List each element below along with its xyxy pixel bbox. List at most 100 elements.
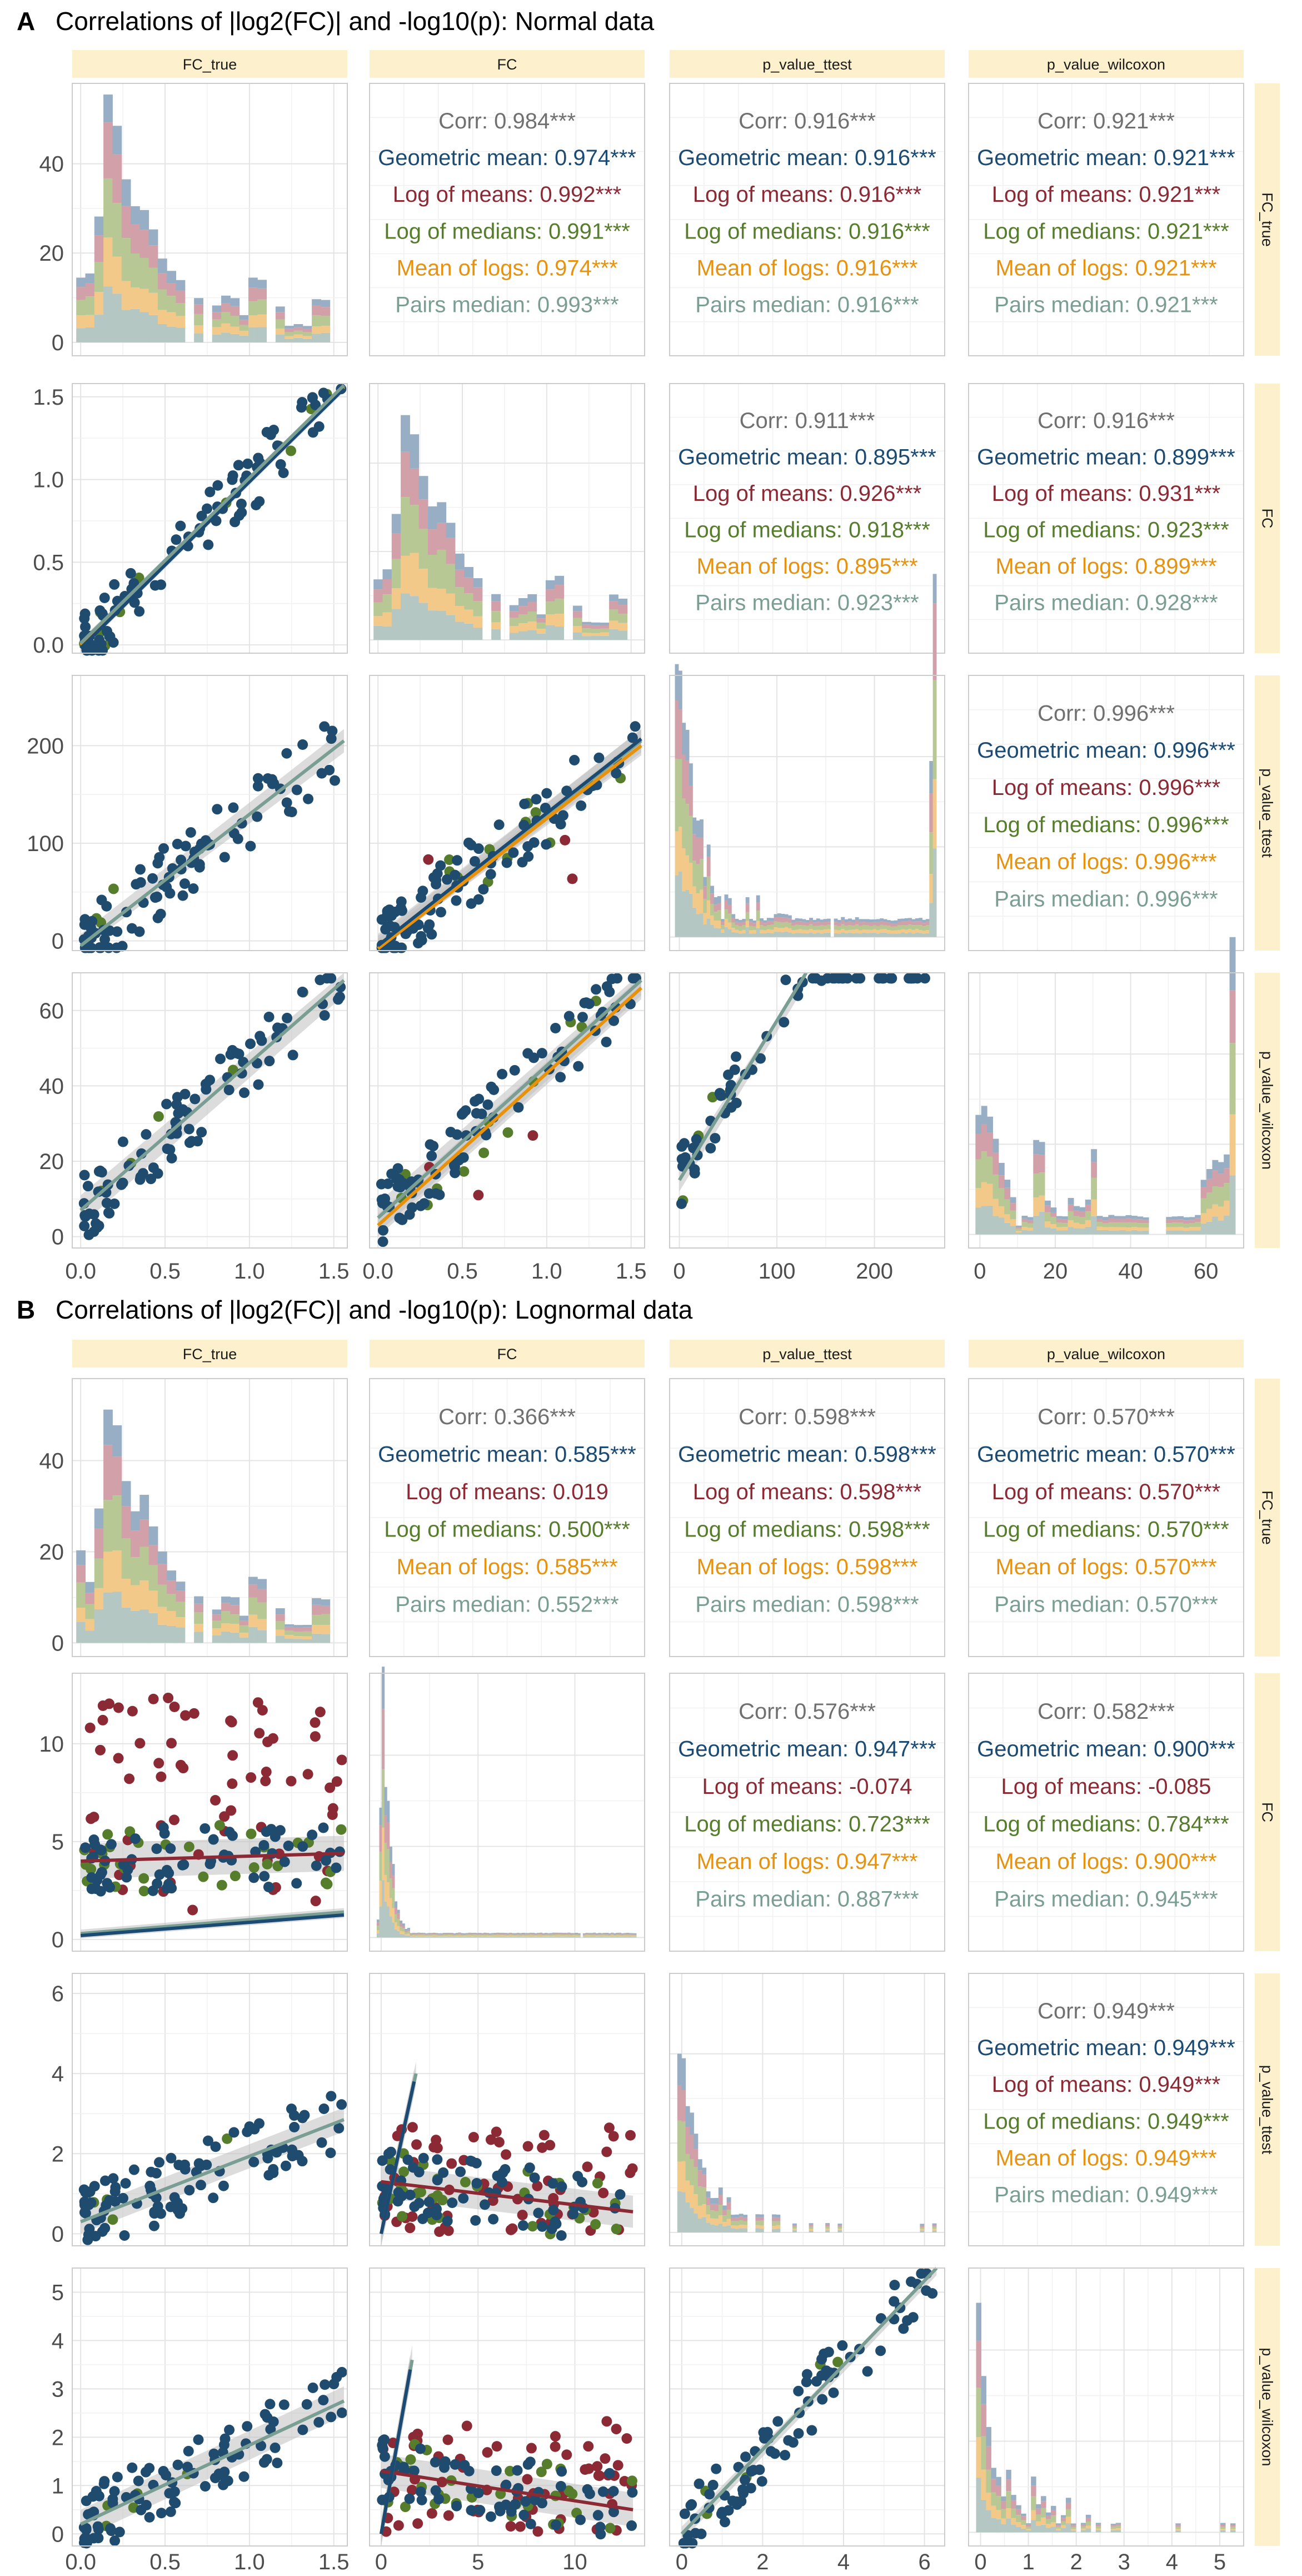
scatter-point xyxy=(604,986,615,997)
hist-bar xyxy=(448,1933,451,1935)
hist-bar xyxy=(194,325,203,334)
panel-border xyxy=(369,1673,645,1952)
hist-bar xyxy=(373,625,383,640)
hist-bar xyxy=(458,1936,461,1938)
scatter-point xyxy=(212,480,223,491)
corr-log-of-means: Log of means: 0.019 xyxy=(406,1480,608,1504)
scatter-point xyxy=(710,1133,721,1144)
hist-bar xyxy=(689,785,693,816)
scatter-point xyxy=(546,2223,557,2234)
hist-bar xyxy=(148,1526,158,1545)
hist-bar xyxy=(678,709,682,759)
panel-p_value_ttest-FC xyxy=(369,1973,645,2246)
hist-bar xyxy=(139,1580,149,1610)
scatter-point xyxy=(286,1776,297,1787)
hist-bar xyxy=(826,922,831,925)
scatter-point xyxy=(530,807,541,818)
hist-bar xyxy=(795,918,799,922)
hist-bar xyxy=(722,2210,727,2216)
hist-bar xyxy=(572,1935,576,1937)
scatter-point xyxy=(320,2379,331,2390)
hist-bar xyxy=(919,918,923,922)
hist-bar xyxy=(94,1508,104,1528)
hist-bar xyxy=(799,925,802,929)
corr-pairs-median: Pairs median: 0.916*** xyxy=(695,293,919,317)
hist-bar xyxy=(148,245,158,268)
scatter-point xyxy=(415,2443,426,2454)
scatter-point xyxy=(393,2187,404,2198)
hist-bar xyxy=(755,2214,760,2217)
panel-p_value_wilcoxon-FC: 0.0 0.5 1.0 1.5 xyxy=(362,972,647,1284)
hist-bar xyxy=(582,636,591,640)
hist-bar xyxy=(112,1456,122,1496)
hist-bar xyxy=(587,1936,591,1938)
hist-bar xyxy=(572,611,582,618)
scatter-point xyxy=(189,1093,201,1105)
scatter-point xyxy=(210,2141,221,2152)
hist-bar xyxy=(552,1936,555,1937)
hist-bar xyxy=(85,315,95,328)
panel-FC_true-p_value_wilcoxon: Corr: 0.921***Geometric mean: 0.921***Lo… xyxy=(968,83,1244,356)
corr-log-of-means: Log of means: 0.916*** xyxy=(693,182,921,207)
scatter-point xyxy=(246,1828,257,1839)
hist-bar xyxy=(812,922,817,926)
hist-bar xyxy=(1031,2496,1036,2510)
hist-bar xyxy=(1031,2485,1036,2497)
hist-bar xyxy=(552,1936,555,1938)
scatter-point xyxy=(608,2485,619,2497)
scatter-point xyxy=(97,608,108,619)
hist-bar xyxy=(609,629,618,640)
scatter-point xyxy=(711,2463,722,2474)
hist-bar xyxy=(448,1936,451,1938)
hist-bar xyxy=(735,2214,740,2218)
scatter-point xyxy=(80,1842,91,1853)
scatter-point xyxy=(95,1886,106,1897)
hist-bar xyxy=(690,2135,694,2160)
scatter-point xyxy=(319,721,330,732)
hist-bar xyxy=(904,925,909,930)
hist-bar xyxy=(239,335,249,342)
hist-bar xyxy=(194,1603,203,1613)
figure-a: A Correlations of |log2(FC)| and -log10(… xyxy=(17,7,1280,1284)
scatter-point xyxy=(97,1700,108,1711)
scatter-point xyxy=(327,1809,338,1820)
corr-log-of-medians: Log of medians: 0.921*** xyxy=(983,219,1229,243)
hist-bar xyxy=(446,564,456,594)
panel-border xyxy=(669,675,945,951)
scatter-point xyxy=(260,1776,271,1787)
hist-bar xyxy=(560,1934,563,1936)
y-tick-label: 0 xyxy=(52,1631,64,1655)
scatter-point xyxy=(397,2211,408,2222)
panel-border xyxy=(968,1378,1244,1657)
hist-bar xyxy=(890,931,895,934)
hist-bar xyxy=(1027,1223,1034,1228)
hist-bar xyxy=(103,237,113,287)
hist-bar xyxy=(717,921,721,928)
hist-bar xyxy=(221,323,231,333)
hist-bar xyxy=(76,1608,86,1622)
hist-bar xyxy=(1021,1222,1028,1227)
hist-bar xyxy=(823,922,827,926)
hist-bar xyxy=(407,1933,410,1936)
hist-bar xyxy=(440,1936,443,1937)
scatter-point xyxy=(491,2441,502,2452)
hist-bar xyxy=(121,206,131,238)
panel-border xyxy=(669,972,945,1249)
hist-bar xyxy=(148,1565,158,1591)
scatter-point xyxy=(842,973,853,984)
hist-bar xyxy=(1021,2528,1026,2533)
corr-mean-of-logs: Mean of logs: 0.996*** xyxy=(995,850,1216,874)
strip-col-FC_true xyxy=(72,1340,347,1367)
hist-bar xyxy=(682,891,686,937)
scatter-point xyxy=(86,1872,97,1883)
scatter-point xyxy=(404,2493,415,2504)
hist-bar xyxy=(519,1933,522,1935)
hist-bar xyxy=(991,2505,996,2518)
hist-bar xyxy=(590,1935,593,1936)
hist-bar xyxy=(919,921,923,926)
hist-bar xyxy=(176,1602,186,1618)
hist-bar xyxy=(418,569,428,603)
scatter-point xyxy=(161,2470,172,2481)
hist-bar xyxy=(131,1530,140,1558)
